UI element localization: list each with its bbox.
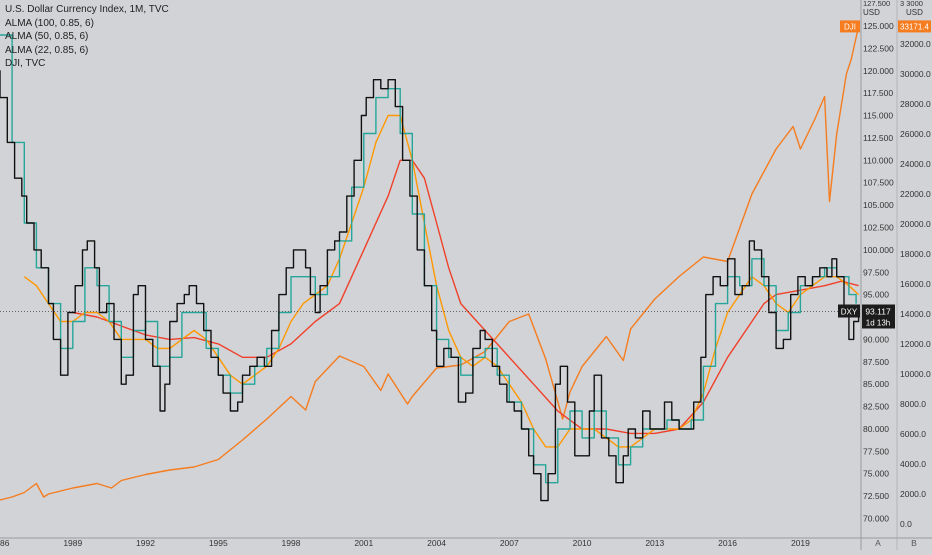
y-left-tick-label: 105.000 bbox=[863, 200, 894, 210]
dxy-symbol-badge bbox=[838, 304, 860, 318]
y-right-tick-label: 2000.0 bbox=[900, 489, 926, 499]
legend-alma-100[interactable]: ALMA (100, 0.85, 6) bbox=[5, 17, 94, 29]
y-right-tick-label: 10000.0 bbox=[900, 369, 931, 379]
dxy-symbol-text: DXY bbox=[841, 308, 858, 317]
y-right-tick-label: 6000.0 bbox=[900, 429, 926, 439]
x-tick-label: 1986 bbox=[0, 538, 10, 548]
y-right-tick-label: 24000.0 bbox=[900, 159, 931, 169]
y-left-tick-label: 87.500 bbox=[863, 357, 889, 367]
x-tick-label: 1995 bbox=[209, 538, 228, 548]
legend-main-symbol[interactable]: U.S. Dollar Currency Index, 1M, TVC bbox=[5, 4, 169, 15]
y-left-tick-label: 80.000 bbox=[863, 424, 889, 434]
y-left-tick-label: 75.000 bbox=[863, 469, 889, 479]
y-right-tick-label: 30000.0 bbox=[900, 69, 931, 79]
y-right-tick-label: 8000.0 bbox=[900, 399, 926, 409]
dxy-line bbox=[0, 70, 860, 502]
bar-countdown: 1d 13h bbox=[866, 319, 890, 328]
y-right-tick-label: 26000.0 bbox=[900, 129, 931, 139]
y-right-unit: USD bbox=[906, 8, 923, 17]
last-price-value: 93.117 bbox=[865, 307, 891, 317]
scale-mode-label[interactable]: A bbox=[875, 538, 881, 548]
y-left-tick-label: 72.500 bbox=[863, 491, 889, 501]
x-tick-label: 2004 bbox=[427, 538, 446, 548]
y-left-tick-label: 95.000 bbox=[863, 290, 889, 300]
x-tick-label: 1998 bbox=[282, 538, 301, 548]
y-left-tick-label: 102.500 bbox=[863, 223, 894, 233]
y-left-tick-label: 112.500 bbox=[863, 133, 893, 143]
y-left-tick-label: 122.500 bbox=[863, 43, 894, 53]
x-tick-label: 2007 bbox=[500, 538, 519, 548]
legend-dji[interactable]: DJI, TVC bbox=[5, 58, 46, 69]
y-left-tick-label: 117.500 bbox=[863, 88, 893, 98]
x-tick-label: 2010 bbox=[573, 538, 592, 548]
y-left-tick-label: 90.000 bbox=[863, 334, 889, 344]
x-tick-label: 1992 bbox=[136, 538, 155, 548]
x-tick-label: 2016 bbox=[718, 538, 737, 548]
chart-legend: U.S. Dollar Currency Index, 1M, TVC ALMA… bbox=[5, 3, 169, 71]
y-right-tick-label: 20000.0 bbox=[900, 219, 931, 229]
dji-price-value: 33171.4 bbox=[900, 22, 929, 31]
y-left-tick-label: 77.500 bbox=[863, 446, 889, 456]
y-left-tick-label: 85.000 bbox=[863, 379, 889, 389]
y-right-tick-label: 32000.0 bbox=[900, 39, 931, 49]
dji-symbol-badge bbox=[840, 20, 860, 33]
x-tick-label: 2001 bbox=[354, 538, 373, 548]
y-left-tick-label: 100.000 bbox=[863, 245, 894, 255]
y-left-tick-label: 107.500 bbox=[863, 178, 894, 188]
y-right-tick-label: 12000.0 bbox=[900, 339, 931, 349]
y-right-tick-label: 28000.0 bbox=[900, 99, 931, 109]
scale-mode-label[interactable]: B bbox=[911, 538, 917, 548]
last-price-badge bbox=[862, 304, 895, 329]
alma-50-line bbox=[23, 114, 860, 448]
y-right-tick-label: 22000.0 bbox=[900, 189, 931, 199]
y-left-tick-label: 110.000 bbox=[863, 155, 893, 165]
legend-alma-50[interactable]: ALMA (50, 0.85, 6) bbox=[5, 31, 89, 42]
y-left-unit: USD bbox=[863, 8, 880, 17]
y-left-tick-label: 97.500 bbox=[863, 267, 889, 277]
y-right-tick-label: 18000.0 bbox=[900, 249, 931, 259]
y-right-top-label: 3 3000 bbox=[900, 0, 923, 8]
y-left-tick-label: 125.000 bbox=[863, 21, 894, 31]
y-left-tick-label: 120.000 bbox=[863, 66, 894, 76]
dji-symbol-text: DJI bbox=[844, 22, 856, 31]
x-tick-label: 2019 bbox=[791, 538, 810, 548]
y-left-tick-label: 82.500 bbox=[863, 402, 889, 412]
y-right-tick-label: 4000.0 bbox=[900, 459, 926, 469]
dji-line bbox=[0, 26, 860, 501]
x-tick-label: 1989 bbox=[63, 538, 82, 548]
dji-price-badge bbox=[898, 20, 931, 33]
y-right-tick-label: 14000.0 bbox=[900, 309, 931, 319]
alma-100-line bbox=[72, 159, 859, 435]
x-tick-label: 2013 bbox=[645, 538, 664, 548]
y-left-tick-label: 70.000 bbox=[863, 514, 889, 524]
y-right-tick-label: 16000.0 bbox=[900, 279, 931, 289]
y-right-tick-label: 0.0 bbox=[900, 519, 912, 529]
legend-alma-22[interactable]: ALMA (22, 0.85, 6) bbox=[5, 44, 89, 56]
y-left-tick-label: 115.000 bbox=[863, 111, 893, 121]
y-left-top-label: 127.500 bbox=[863, 0, 890, 8]
